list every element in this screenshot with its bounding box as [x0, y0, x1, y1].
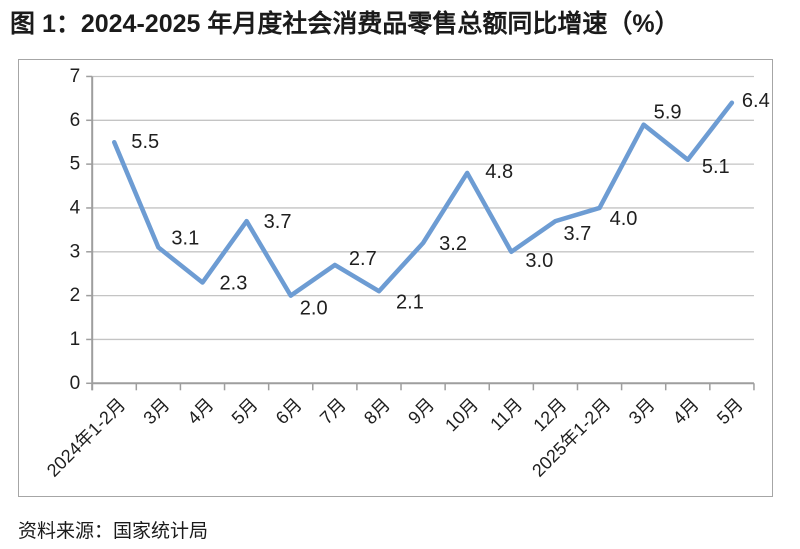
data-label: 5.5	[131, 131, 159, 153]
x-axis-label: 3月	[139, 394, 173, 428]
x-axis-label: 7月	[316, 394, 350, 428]
series-line	[111, 100, 735, 298]
y-axis-label: 7	[70, 66, 81, 87]
data-label: 3.2	[439, 233, 467, 255]
x-axis-label: 2025年1-2月	[528, 394, 614, 480]
x-axis-label: 10月	[441, 394, 482, 435]
y-axis-label: 5	[70, 154, 81, 175]
data-label: 2.7	[349, 248, 377, 270]
data-label: 2.1	[396, 291, 424, 313]
x-axis-label: 5月	[228, 394, 262, 428]
x-axis-label: 8月	[360, 394, 394, 428]
data-label: 4.8	[485, 161, 513, 183]
x-axis-label: 3月	[625, 394, 659, 428]
y-axis-label: 2	[70, 285, 81, 306]
x-axis-label: 2024年1-2月	[43, 394, 129, 480]
source-note: 资料来源：国家统计局	[18, 521, 209, 542]
x-axis-label: 11月	[486, 394, 526, 434]
chart-area: 0 1 2 3 4 5 6 7 2024年1-2月 3月 4月 5月 6月 7月 8月 9月 10月 11月 12月…	[18, 59, 773, 497]
data-label: 5.1	[702, 156, 730, 178]
y-axis-label: 3	[70, 241, 81, 262]
data-label: 2.0	[300, 298, 328, 320]
x-axis-label: 9月	[404, 394, 438, 428]
data-label: 3.7	[563, 223, 591, 245]
chart-title: 图 1：2024-2025 年月度社会消费品零售总额同比增速（%）	[10, 10, 680, 38]
x-axis-label: 4月	[184, 394, 218, 428]
y-axis-label: 4	[70, 197, 81, 218]
data-label: 3.7	[264, 211, 292, 233]
data-label: 2.3	[220, 272, 248, 294]
data-label: 3.0	[525, 250, 553, 272]
y-axis-label: 0	[70, 373, 81, 394]
data-label: 6.4	[742, 90, 770, 112]
x-axis-label: 5月	[713, 394, 747, 428]
data-label: 4.0	[610, 208, 638, 230]
x-axis-label: 6月	[272, 394, 306, 428]
y-axis-label: 1	[70, 329, 81, 350]
x-axis-label: 4月	[669, 394, 703, 428]
data-label: 5.9	[654, 102, 682, 124]
y-axis-label: 6	[70, 110, 81, 131]
data-label: 3.1	[171, 227, 199, 249]
